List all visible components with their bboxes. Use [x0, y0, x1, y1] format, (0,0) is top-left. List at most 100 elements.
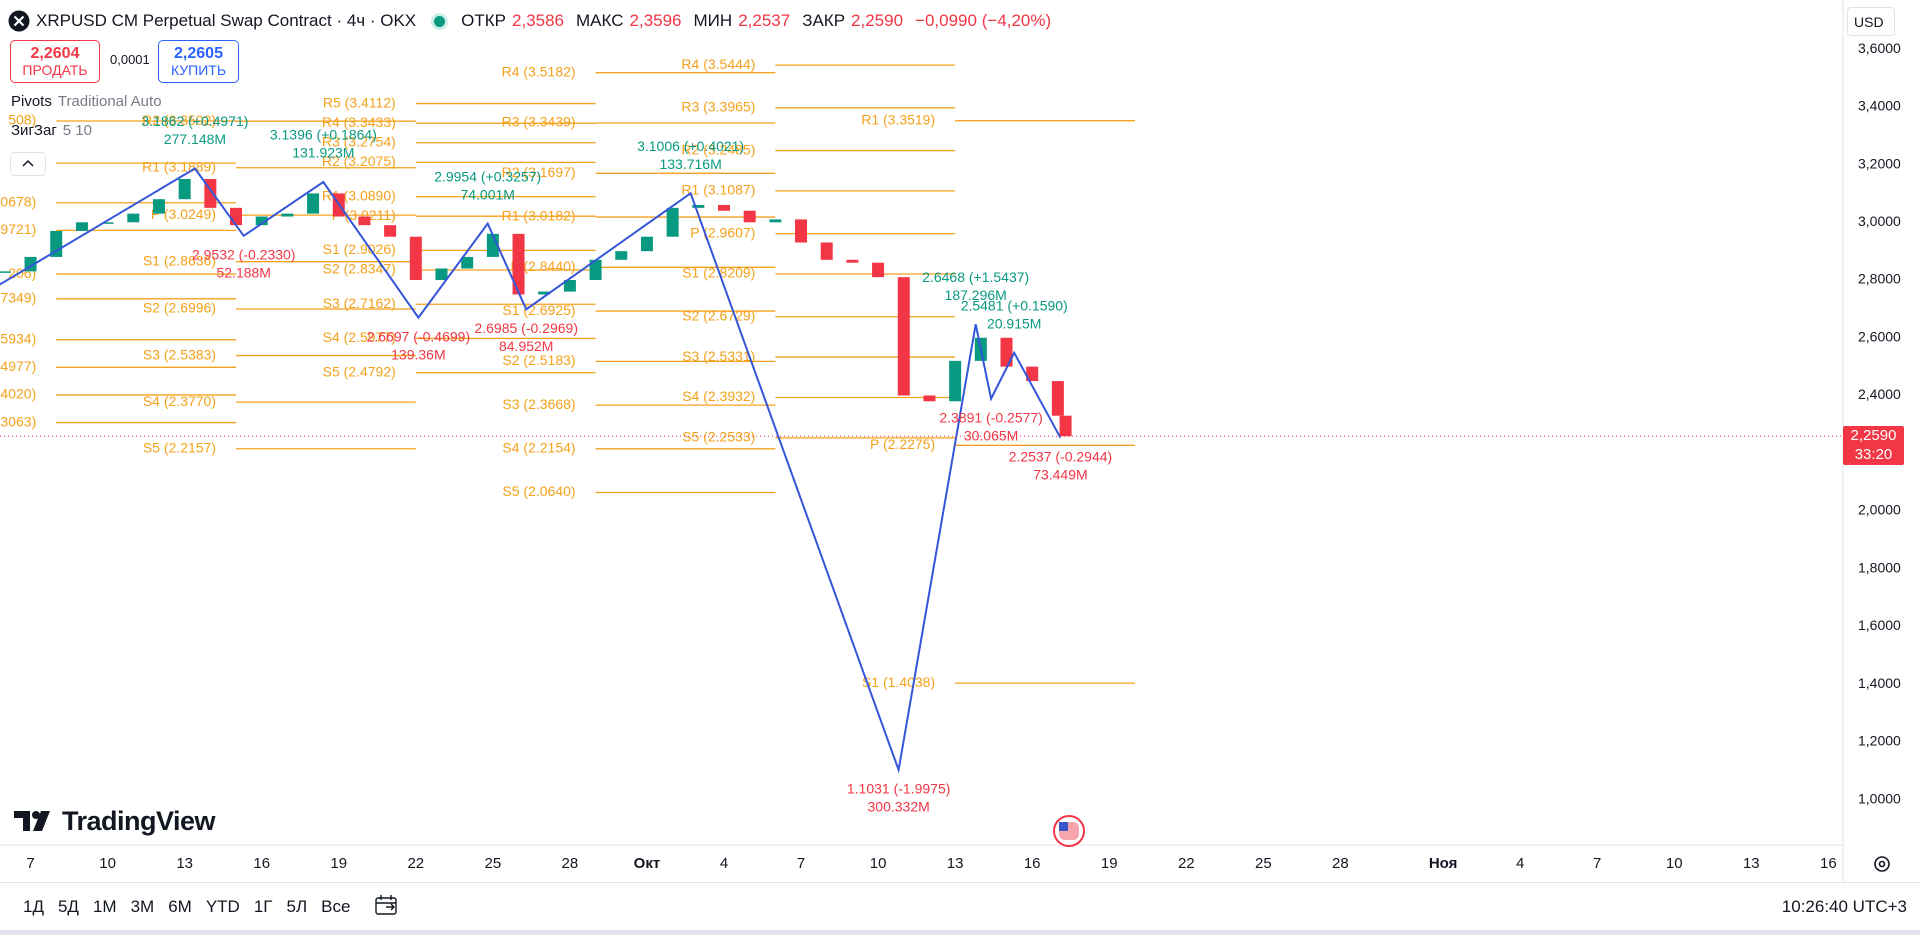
range-button[interactable]: 5Л: [286, 897, 308, 916]
logo-t: [14, 811, 30, 831]
zigzag-label: 2.3891 (-0.2577): [939, 409, 1043, 425]
pivot-label: P (2.9607): [690, 224, 755, 240]
exchange-logo: [8, 10, 30, 32]
pivot-label: S1 (2.9026): [323, 241, 396, 257]
pivot-label: S5 (2.0640): [502, 483, 575, 499]
last-price-badge: 2,2590 33:20: [1843, 426, 1904, 465]
candle: [178, 178, 191, 200]
logo-dot: [32, 811, 40, 819]
range-button[interactable]: 1Г: [253, 897, 273, 916]
pivot-label: S3 (2.7162): [323, 295, 396, 311]
candle: [255, 216, 268, 226]
range-button[interactable]: 6М: [168, 897, 192, 916]
range-button[interactable]: Все: [321, 897, 351, 916]
pivot-label: 5934): [0, 330, 36, 346]
y-tick-label: 3,2000: [1858, 155, 1901, 171]
x-tick-label: 22: [407, 855, 424, 872]
logo-v: [33, 811, 50, 831]
candle: [897, 277, 910, 396]
sell-price: 2,2604: [30, 44, 80, 62]
pivot-label: R1 (3.1889): [142, 158, 216, 174]
x-tick-label: 28: [1332, 855, 1349, 872]
x-tick-label: 16: [253, 855, 270, 872]
candle: [152, 199, 165, 214]
candle: [666, 207, 679, 237]
y-tick-label: 3,6000: [1858, 40, 1901, 56]
range-button[interactable]: 1М: [92, 897, 117, 916]
pivot-label: S5 (2.4792): [323, 363, 396, 379]
pivot-label: S1 (2.8636): [143, 252, 216, 268]
x-tick-label: 7: [26, 855, 34, 872]
pivot-label: R4 (3.5182): [502, 63, 576, 79]
zigzag-volume: 52.188M: [216, 265, 270, 281]
pivot-label: R4 (3.3433): [322, 114, 396, 130]
pivot-label: S2 (2.6996): [143, 300, 216, 316]
pivot-label: S3 (2.3668): [502, 396, 575, 412]
x-tick-label: 7: [1593, 855, 1601, 872]
zigzag-volume: 300.332M: [868, 799, 930, 815]
pivot-label: R3 (3.3965): [681, 99, 755, 115]
pivot-label: 9721): [0, 221, 36, 237]
pivot-label: S4 (2.2154): [502, 440, 575, 456]
pivot-label: S5 (2.2533): [682, 429, 755, 445]
pivot-label: 4977): [0, 358, 36, 374]
ohlc-value: 2,3596: [629, 11, 682, 30]
candle: [795, 219, 808, 243]
pivot-label: S2 (2.5183): [502, 352, 575, 368]
x-tick-label: 7: [797, 855, 805, 872]
settings-icon[interactable]: [1874, 856, 1890, 872]
collapse-legend[interactable]: [10, 152, 46, 176]
x-tick-label: 13: [176, 855, 193, 872]
candle: [358, 216, 371, 226]
pivot-label: R2 (3.2075): [322, 153, 396, 169]
range-button[interactable]: 3М: [130, 897, 155, 916]
indicator-params: Traditional Auto: [57, 93, 162, 110]
pivots-layer: 508)200678)9721)206)7349)5934)4977)4020)…: [0, 56, 1135, 690]
indicator-legend[interactable]: ЗигЗаг 5 10: [11, 122, 92, 139]
range-button[interactable]: 1Д: [23, 897, 44, 916]
zigzag-label: 2.9532 (-0.2330): [192, 247, 296, 263]
pivot-label: S3 (2.5383): [143, 346, 216, 362]
candle: [563, 280, 576, 292]
zigzag-layer: 3.1862 (+0.4971) 277.148M 2.9532 (-0.2330)…: [0, 113, 1112, 815]
candle: [384, 225, 397, 237]
pivot-label: 4020): [0, 386, 36, 402]
x-tick-label: Окт: [634, 855, 661, 872]
range-button[interactable]: YTD: [205, 897, 240, 916]
ohlc-label: ЗАКР: [802, 11, 846, 30]
pivot-label: R2 (3.3502): [142, 112, 216, 128]
pivot-label: S1 (2.6925): [502, 302, 575, 318]
x-tick-label: 10: [99, 855, 116, 872]
market-status[interactable]: [434, 15, 446, 27]
chevron: [22, 159, 34, 167]
tradingview-logo[interactable]: TradingView: [14, 806, 216, 836]
zigzag-volume: 73.449M: [1033, 466, 1087, 482]
date-range-icon[interactable]: [374, 893, 400, 919]
candle: [872, 262, 885, 278]
candle: [50, 230, 63, 257]
x-tick-label: 28: [562, 855, 579, 872]
symbol-title[interactable]: XRPUSD CM Perpetual Swap Contract · 4ч ·…: [36, 11, 417, 30]
indicator-legend[interactable]: Pivots Traditional Auto: [11, 93, 162, 110]
zigzag-line: [0, 167, 1062, 774]
pivot-label: S4 (2.3770): [143, 393, 216, 409]
zigzag-label: 3.1396 (+0.1864): [270, 127, 377, 143]
candle: [692, 204, 705, 208]
y-tick-label: 2,6000: [1858, 328, 1901, 344]
flag-icon: [1053, 815, 1085, 847]
pivot-label: P (2.8440): [510, 258, 575, 274]
currency-select[interactable]: USD: [1847, 7, 1895, 36]
x-tick-label: 22: [1178, 855, 1195, 872]
sell-button[interactable]: 2,2604 ПРОДАТЬ: [10, 40, 100, 83]
clock[interactable]: 10:26:40 UTC+3: [1781, 897, 1907, 916]
pivot-label: P (3.0249): [151, 206, 216, 222]
x-tick-label: 25: [485, 855, 502, 872]
pivot-label: R1 (3.0182): [502, 208, 576, 224]
buy-button[interactable]: 2,2605 КУПИТЬ: [158, 40, 239, 83]
pivot-label: P (3.0211): [332, 207, 396, 223]
flag-canton: [1059, 822, 1068, 831]
candle: [127, 213, 140, 223]
range-button[interactable]: 5Д: [57, 897, 79, 916]
pivot-label: R2 (3.1697): [502, 164, 576, 180]
